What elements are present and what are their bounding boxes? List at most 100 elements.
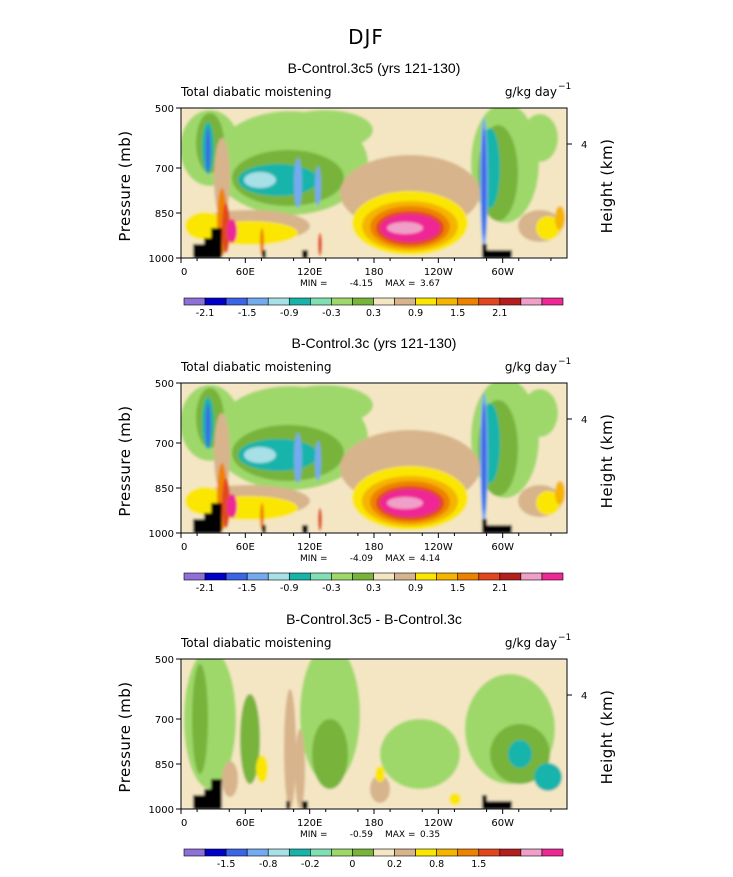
colorbar-swatch [373, 297, 395, 306]
colorbar-label: 0.9 [408, 308, 423, 319]
x-tick-label: 60E [236, 267, 255, 278]
colorbar-swatch [499, 848, 522, 857]
colorbar-swatch [310, 572, 332, 581]
field-group [181, 659, 567, 809]
colorbar-label: 0.3 [366, 308, 381, 319]
colorbar-label: -0.9 [280, 308, 299, 319]
topography-andes [482, 244, 512, 258]
colorbar-swatch [499, 572, 522, 581]
colorbar-label: 1.5 [450, 308, 465, 319]
max-label: MAX = [385, 279, 416, 289]
y-tick-label: 700 [155, 439, 174, 450]
y-axis-label-right: Height (km) [598, 414, 616, 509]
topography-africa [193, 228, 222, 258]
x-tick-label: 0 [181, 267, 187, 278]
blue-streak-pacific [294, 158, 302, 208]
colorbar-swatch [457, 297, 480, 306]
colorbar-swatch [541, 297, 564, 306]
colorbar-swatch [394, 848, 416, 857]
x-tick-label: 60W [491, 818, 514, 829]
yellow-region-atlantic [536, 491, 560, 515]
colorbar-swatch [415, 297, 437, 306]
field-group [181, 383, 567, 533]
yellow-spot [449, 793, 461, 805]
red-streak [318, 233, 322, 256]
blue-streak-africa [205, 403, 211, 448]
colorbar: -1.5 -0.8 -0.2 0 0.2 0.8 1.5 [183, 848, 564, 870]
colorbar-swatch [204, 848, 227, 857]
topography-africa [193, 779, 222, 809]
teal-core-america [508, 740, 532, 768]
topography-island [302, 525, 308, 533]
max-value: 0.35 [420, 830, 440, 840]
min-value: -4.09 [350, 554, 374, 564]
x-tick-label: 180 [364, 267, 383, 278]
x-tick-label: 120E [297, 542, 322, 553]
colorbar-label: -2.1 [196, 583, 215, 594]
y-tick-label: 500 [155, 104, 174, 115]
colorbar-swatch [415, 848, 437, 857]
panel-title: B-Control.3c (yrs 121-130) [292, 335, 457, 351]
darkgreen-streak [192, 664, 208, 774]
colorbar-swatch [352, 297, 374, 306]
panel-units-exponent: −1 [558, 82, 571, 92]
colorbar-label: 1.5 [471, 859, 486, 870]
y-right-tick-label: 4 [581, 140, 587, 151]
min-label: MIN = [300, 279, 328, 289]
max-label: MAX = [385, 830, 416, 840]
colorbar-swatch [288, 572, 311, 581]
colorbar: -2.1 -1.5 -0.9 -0.3 0.3 0.9 1.5 2.1 [183, 297, 564, 319]
x-tick-label: 120E [297, 267, 322, 278]
magenta-spot-africa [227, 494, 237, 518]
green-region-east-pacific [380, 719, 460, 789]
colorbar-swatch [246, 297, 269, 306]
colorbar-label: 0.3 [366, 583, 381, 594]
blue-streak-pacific [294, 433, 302, 483]
colorbar-swatch [373, 848, 395, 857]
orange-streak [260, 228, 264, 256]
colorbar-label: -0.9 [280, 583, 299, 594]
darkgreen-region [312, 719, 348, 789]
colorbar-label: 0.9 [408, 583, 423, 594]
colorbar-swatch [288, 297, 311, 306]
y-axis-label-right: Height (km) [598, 690, 616, 785]
colorbar-swatch [415, 572, 437, 581]
cyan-core-pacific [244, 172, 276, 188]
tan-streak [295, 729, 305, 809]
colorbar-label: -0.8 [259, 859, 278, 870]
field-shapes [181, 659, 567, 809]
y-axis-label-right: Height (km) [598, 139, 616, 234]
colorbar-label: 2.1 [492, 308, 507, 319]
panel-1: B-Control.3c5 (yrs 121-130) Total diabati… [116, 60, 616, 319]
colorbar-label: 1.5 [450, 583, 465, 594]
topography-island [302, 801, 308, 809]
colorbar-swatch [520, 297, 543, 306]
tan-spot [370, 775, 390, 803]
panel-units: g/kg day [505, 636, 557, 650]
colorbar-swatch [183, 572, 206, 581]
colorbar-swatch [394, 572, 416, 581]
x-tick-label: 120W [424, 267, 453, 278]
yellow-spot [256, 755, 268, 783]
panel-title: B-Control.3c5 - B-Control.3c [286, 611, 462, 627]
colorbar-swatch [373, 572, 395, 581]
min-value: -0.59 [350, 830, 374, 840]
min-label: MIN = [300, 830, 328, 840]
green-region-atlantic [522, 389, 558, 437]
green-region-upper [277, 110, 373, 150]
y-tick-label: 1000 [149, 529, 174, 540]
green-region-upper [277, 385, 373, 425]
colorbar-swatch [436, 297, 459, 306]
yellow-spot [375, 766, 385, 782]
colorbar-swatch [436, 572, 459, 581]
teal-core-atlantic [534, 763, 562, 791]
panel-units-exponent: −1 [558, 357, 571, 367]
colorbar-swatch [331, 572, 353, 581]
topography-africa [193, 503, 222, 533]
blue-streak-africa [205, 128, 211, 173]
tan-streak-africa [214, 413, 230, 493]
green-region-atlantic [522, 114, 558, 162]
colorbar-swatch [520, 572, 543, 581]
